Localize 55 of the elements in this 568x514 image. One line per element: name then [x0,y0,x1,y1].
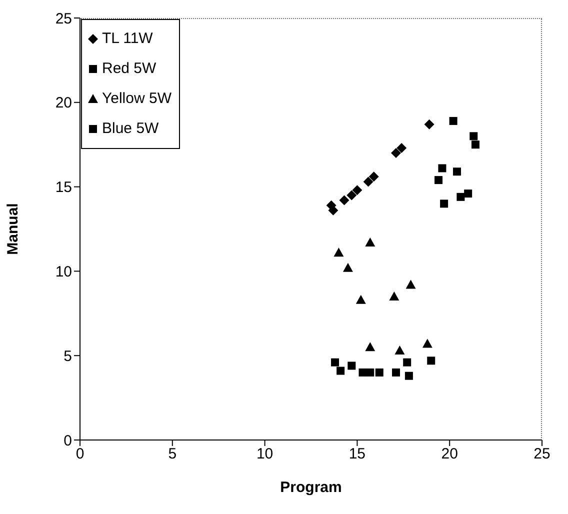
point [352,185,362,196]
point [339,195,350,206]
point [358,368,367,376]
point [456,192,465,201]
point [348,362,356,370]
y-axis-title: Manual [4,203,22,255]
point [389,292,400,301]
point [449,116,458,125]
point [356,294,366,304]
x-tick-label: 20 [441,446,458,463]
point [422,338,432,348]
point [368,172,379,182]
point [434,176,443,184]
point [464,190,472,198]
point [328,205,338,216]
x-tick-label: 0 [76,446,84,463]
legend-label: Yellow 5W [102,89,172,109]
point [392,368,400,376]
point [404,372,413,380]
x-axis-title: Program [280,479,342,496]
point [396,142,407,153]
x-tick-label: 25 [534,446,550,463]
y-tick-label: 0 [64,432,72,450]
point [424,119,434,130]
point [336,366,345,375]
point [406,280,416,289]
point [427,356,436,365]
point [366,368,374,376]
point [363,176,374,187]
point [403,358,412,366]
point [375,368,384,376]
point [365,238,376,247]
y-tick-label: 20 [55,94,72,112]
point [440,200,448,208]
point [346,190,357,200]
x-tick-label: 5 [168,446,177,463]
legend-label: Red 5W [102,59,156,79]
y-tick-label: 15 [55,179,72,196]
x-tick-label: 15 [348,446,366,463]
point [470,132,478,140]
legend-label: Blue 5W [102,119,159,139]
point [365,342,376,352]
x-tick-label: 10 [256,446,274,463]
point [394,346,405,355]
point [334,248,344,257]
point [452,168,461,176]
y-tick-label: 25 [55,10,72,28]
point [342,262,353,272]
point [438,164,446,172]
legend-label: TL 11W [102,29,153,49]
point [471,140,480,149]
y-tick-label: 5 [64,348,72,365]
y-tick-label: 10 [55,264,72,281]
point [331,358,340,366]
point [391,148,402,158]
